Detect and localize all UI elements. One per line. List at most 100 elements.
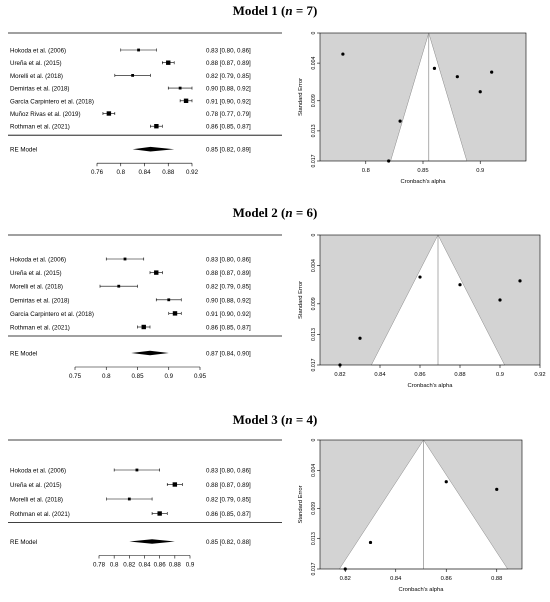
re-model-ci-text: 0.87 [0.84, 0.90] (206, 351, 251, 358)
model-2-title-main: Model 2 (232, 205, 278, 220)
forest-x-tick-label: 0.8 (102, 373, 111, 380)
study-estimate-square (123, 257, 127, 261)
study-ci-text: 0.83 [0.80, 0.86] (206, 468, 251, 475)
forest-x-tick-label: 0.95 (194, 373, 207, 380)
funnel-point (398, 119, 402, 123)
model-2-title-eq: = 6 (292, 205, 314, 220)
funnel-x-tick-label: 0.84 (374, 372, 386, 378)
study-estimate-square (172, 482, 178, 487)
re-model-label: RE Model (10, 147, 37, 154)
study-ci-text: 0.83 [0.80, 0.86] (206, 48, 251, 55)
model-3-title-eq: = 4 (292, 412, 314, 427)
forest-plot-model-1: Hokoda et al. (2006) 0.83 [0.80, 0.86] Ure… (8, 32, 282, 176)
study-label: Rothman et al. (2021) (10, 511, 70, 518)
re-model-label: RE Model (10, 351, 37, 358)
study-estimate-square (135, 468, 139, 472)
funnel-y-tick-label: 0.009 (311, 297, 317, 310)
study-label: Ureña et al. (2015) (10, 60, 62, 67)
study-ci-text: 0.91 [0.90, 0.92] (206, 311, 251, 318)
re-model-label: RE Model (10, 539, 37, 546)
funnel-point (518, 279, 522, 283)
re-model-diamond (132, 146, 175, 152)
study-ci-text: 0.82 [0.79, 0.85] (206, 284, 251, 291)
funnel-frame (319, 234, 541, 366)
study-ci-text: 0.90 [0.88, 0.92] (206, 86, 251, 93)
re-model-diamond (129, 539, 175, 544)
forest-x-tick-label: 0.75 (69, 373, 82, 380)
funnel-x-tick-label: 0.82 (334, 372, 345, 378)
model-1-title-main: Model 1 (232, 3, 278, 18)
funnel-plot-model-3: 0 0.004 0.009 0.013 0.017 0.82 0.84 0.86 0.88 Cro… (298, 438, 523, 593)
funnel-x-tick-label: 0.9 (496, 372, 504, 378)
funnel-y-tick-label: 0.004 (311, 464, 317, 477)
funnel-y-tick-label: 0.009 (311, 502, 317, 515)
study-label: Hokoda et al. (2006) (10, 48, 66, 55)
study-label: Ureña et al. (2015) (10, 270, 62, 277)
study-estimate-square (178, 86, 182, 90)
funnel-y-tick-label: 0.009 (311, 94, 317, 107)
study-ci-text: 0.88 [0.87, 0.89] (206, 270, 251, 277)
study-label: Demirtas et al. (2018) (10, 86, 70, 93)
study-ci-text: 0.86 [0.85, 0.87] (206, 325, 251, 332)
study-ci-text: 0.78 [0.77, 0.79] (206, 111, 251, 118)
re-model-ci-text: 0.85 [0.82, 0.88] (206, 539, 251, 546)
study-label: Hokoda et al. (2006) (10, 257, 66, 264)
forest-x-tick-label: 0.84 (138, 562, 151, 569)
funnel-x-tick-label: 0.9 (476, 168, 484, 174)
study-label: Morelli et al. (2018) (10, 497, 63, 504)
forest-x-tick-label: 0.88 (162, 169, 175, 176)
study-label: Morelli et al. (2018) (10, 73, 63, 80)
study-estimate-square (141, 324, 146, 330)
model-3-title-n: n (285, 412, 293, 427)
funnel-point (341, 52, 345, 56)
forest-x-tick-label: 0.9 (164, 373, 173, 380)
study-ci-text: 0.86 [0.85, 0.87] (206, 511, 251, 518)
funnel-point (338, 363, 342, 367)
study-estimate-square (106, 111, 112, 116)
forest-x-tick-label: 0.85 (131, 373, 144, 380)
funnel-plot-model-2: 0 0.004 0.009 0.013 0.017 0.82 0.84 0.86 0.88 0.9… (298, 233, 546, 389)
forest-plot-model-3: Hokoda et al. (2006) 0.83 [0.80, 0.86] Ure… (8, 439, 282, 569)
study-ci-text: 0.90 [0.88, 0.92] (206, 297, 251, 304)
funnel-y-tick-label: 0.013 (311, 124, 317, 137)
study-estimate-square (172, 311, 178, 316)
funnel-x-tick-label: 0.88 (454, 372, 465, 378)
funnel-y-tick-label: 0 (311, 438, 317, 441)
funnel-point (455, 75, 459, 79)
forest-plot-model-2: Hokoda et al. (2006) 0.83 [0.80, 0.86] Ure… (8, 234, 282, 380)
study-estimate-square (154, 124, 159, 129)
forest-x-tick-label: 0.88 (169, 562, 182, 569)
model-1-title-eq: = 7 (292, 3, 314, 18)
funnel-x-tick-label: 0.88 (491, 576, 502, 582)
funnel-y-axis-label: Standard Error (298, 485, 304, 523)
funnel-point (444, 480, 448, 484)
forest-x-tick-label: 0.82 (123, 562, 136, 569)
study-ci-text: 0.86 [0.85, 0.87] (206, 124, 251, 131)
funnel-point (458, 283, 462, 287)
study-label: García Carpintero et al. (2018) (10, 98, 94, 105)
forest-x-tick-label: 0.8 (110, 562, 119, 569)
re-model-diamond (131, 350, 169, 356)
funnel-x-tick-label: 0.8 (362, 168, 370, 174)
study-label: Demirtas et al. (2018) (10, 297, 70, 304)
model-2-title: Model 2 (n = 6) (232, 205, 318, 220)
funnel-plot-model-1: 0 0.004 0.009 0.013 0.017 0.8 0.85 0.9 Cronbach'… (298, 31, 527, 185)
re-model-ci-text: 0.85 [0.82, 0.89] (206, 147, 251, 154)
study-estimate-square (157, 511, 162, 516)
study-estimate-square (154, 270, 159, 275)
study-estimate-square (167, 298, 171, 302)
study-label: Rothman et al. (2021) (10, 124, 70, 131)
funnel-x-tick-label: 0.82 (340, 576, 351, 582)
funnel-point (490, 70, 494, 74)
funnel-y-tick-label: 0.013 (311, 328, 317, 341)
funnel-x-tick-label: 0.85 (417, 168, 428, 174)
funnel-y-tick-label: 0.013 (311, 532, 317, 545)
model-1-title: Model 1 (n = 7) (232, 3, 318, 18)
model-1-title-n: n (285, 3, 293, 18)
study-estimate-square (131, 74, 135, 77)
funnel-point (358, 336, 362, 340)
forest-x-tick-label: 0.84 (138, 169, 151, 176)
funnel-x-axis-label: Cronbach's alpha (408, 383, 454, 389)
study-estimate-square (127, 497, 131, 501)
funnel-x-axis-label: Cronbach's alpha (399, 587, 445, 593)
